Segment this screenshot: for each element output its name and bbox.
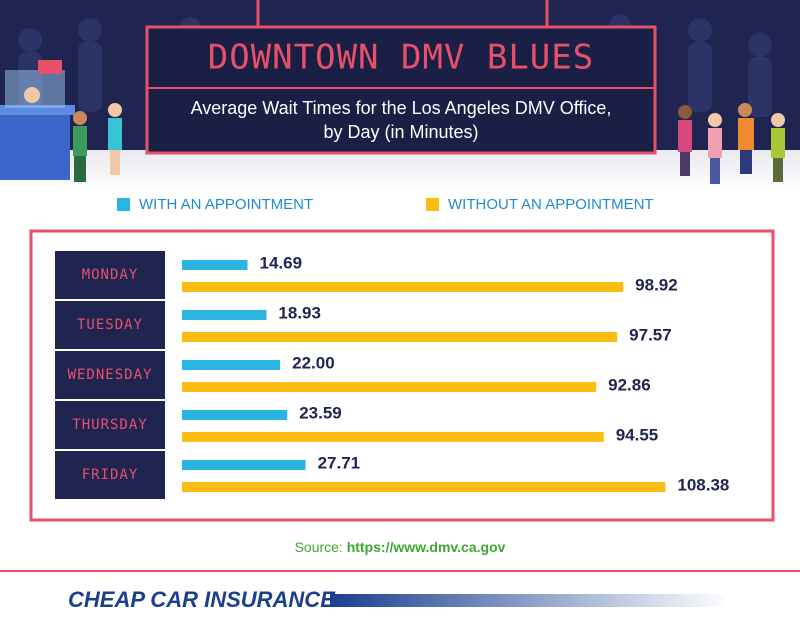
bar: [182, 260, 248, 270]
category-box: [55, 351, 165, 399]
subtitle: Average Wait Times for the Los Angeles D…: [191, 98, 612, 118]
category-box: [55, 451, 165, 499]
dmv-counter: [0, 60, 75, 180]
bar: [182, 482, 666, 492]
logo-stripe: [330, 594, 730, 607]
category-label: THURSDAY: [72, 417, 147, 433]
legend-swatch: [426, 198, 439, 211]
source: Source: https://www.dmv.ca.gov: [295, 539, 506, 555]
bar: [182, 282, 624, 292]
value-label: 18.93: [278, 303, 321, 322]
title-sign: [145, 25, 657, 155]
bar: [182, 332, 618, 342]
category-label: MONDAY: [82, 267, 139, 283]
category-box: [55, 251, 165, 299]
source-url: https://www.dmv.ca.gov: [347, 539, 506, 555]
category-label: WEDNESDAY: [68, 367, 153, 383]
value-label: 98.92: [635, 275, 678, 294]
category-box: [55, 301, 165, 349]
category-label: TUESDAY: [77, 317, 143, 333]
bar: [182, 432, 604, 442]
bar: [182, 410, 288, 420]
people: [73, 103, 785, 184]
value-label: 108.38: [677, 475, 729, 494]
value-label: 23.59: [299, 403, 342, 422]
legend-label: WITH AN APPOINTMENT: [139, 196, 313, 213]
bar: [182, 382, 597, 392]
subtitle: by Day (in Minutes): [323, 122, 478, 142]
plot: MONDAY 14.69 98.92 TUESDAY 18.93 97.57 WEDNESD…: [55, 251, 729, 499]
value-label: 92.86: [608, 375, 651, 394]
category-label: FRIDAY: [82, 467, 139, 483]
logo: CHEAP CAR INSURANCE: [68, 587, 336, 612]
value-label: 94.55: [616, 425, 659, 444]
legend-label: WITHOUT AN APPOINTMENT: [448, 196, 654, 213]
legend-swatch: [117, 198, 130, 211]
value-label: 27.71: [318, 453, 361, 472]
category-box: [55, 401, 165, 449]
bar: [182, 360, 281, 370]
bar: [182, 460, 306, 470]
floor: [0, 150, 800, 192]
bar: [182, 310, 267, 320]
source-label: Source:: [295, 539, 343, 555]
value-label: 14.69: [260, 253, 303, 272]
value-label: 97.57: [629, 325, 672, 344]
value-label: 22.00: [292, 353, 335, 372]
title: DOWNTOWN DMV BLUES: [208, 38, 594, 78]
